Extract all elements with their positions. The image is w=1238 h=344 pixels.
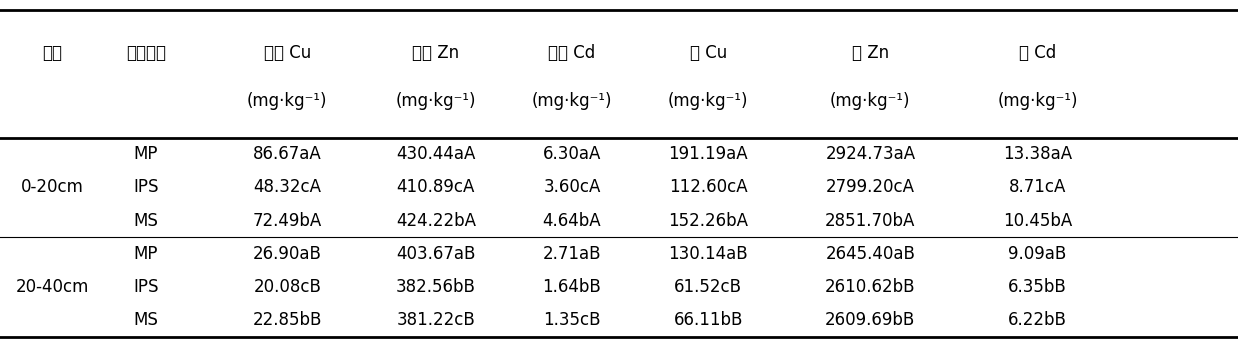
Text: 土层: 土层	[42, 44, 62, 62]
Text: 6.35bB: 6.35bB	[1008, 278, 1067, 296]
Text: 2.71aB: 2.71aB	[542, 245, 602, 263]
Text: 382.56bB: 382.56bB	[396, 278, 475, 296]
Text: 430.44aA: 430.44aA	[396, 145, 475, 163]
Text: (mg·kg⁻¹): (mg·kg⁻¹)	[246, 93, 328, 110]
Text: 403.67aB: 403.67aB	[396, 245, 475, 263]
Text: 1.35cB: 1.35cB	[543, 312, 600, 330]
Text: 全 Cd: 全 Cd	[1019, 44, 1056, 62]
Text: 381.22cB: 381.22cB	[396, 312, 475, 330]
Text: 112.60cA: 112.60cA	[669, 179, 748, 196]
Text: 2645.40aB: 2645.40aB	[826, 245, 915, 263]
Text: MP: MP	[134, 145, 158, 163]
Text: 152.26bA: 152.26bA	[669, 212, 748, 230]
Text: 2799.20cA: 2799.20cA	[826, 179, 915, 196]
Text: 10.45bA: 10.45bA	[1003, 212, 1072, 230]
Text: 有效 Cd: 有效 Cd	[548, 44, 595, 62]
Text: 0-20cm: 0-20cm	[21, 179, 83, 196]
Text: 72.49bA: 72.49bA	[253, 212, 322, 230]
Text: 22.85bB: 22.85bB	[253, 312, 322, 330]
Text: 9.09aB: 9.09aB	[1008, 245, 1067, 263]
Text: IPS: IPS	[134, 278, 158, 296]
Text: 2610.62bB: 2610.62bB	[825, 278, 916, 296]
Text: 20.08cB: 20.08cB	[254, 278, 321, 296]
Text: 8.71cA: 8.71cA	[1009, 179, 1066, 196]
Text: (mg·kg⁻¹): (mg·kg⁻¹)	[667, 93, 749, 110]
Text: 有效 Zn: 有效 Zn	[412, 44, 459, 62]
Text: MS: MS	[134, 212, 158, 230]
Text: (mg·kg⁻¹): (mg·kg⁻¹)	[531, 93, 613, 110]
Text: 13.38aA: 13.38aA	[1003, 145, 1072, 163]
Text: 2609.69bB: 2609.69bB	[826, 312, 915, 330]
Text: IPS: IPS	[134, 179, 158, 196]
Text: 2924.73aA: 2924.73aA	[826, 145, 915, 163]
Text: 6.30aA: 6.30aA	[542, 145, 602, 163]
Text: 2851.70bA: 2851.70bA	[825, 212, 916, 230]
Text: 全 Cu: 全 Cu	[690, 44, 727, 62]
Text: 有效 Cu: 有效 Cu	[264, 44, 311, 62]
Text: 130.14aB: 130.14aB	[669, 245, 748, 263]
Text: 424.22bA: 424.22bA	[396, 212, 475, 230]
Text: 栽培系统: 栽培系统	[126, 44, 166, 62]
Text: 191.19aA: 191.19aA	[669, 145, 748, 163]
Text: 61.52cB: 61.52cB	[675, 278, 742, 296]
Text: 6.22bB: 6.22bB	[1008, 312, 1067, 330]
Text: (mg·kg⁻¹): (mg·kg⁻¹)	[395, 93, 477, 110]
Text: (mg·kg⁻¹): (mg·kg⁻¹)	[829, 93, 911, 110]
Text: MS: MS	[134, 312, 158, 330]
Text: 4.64bA: 4.64bA	[542, 212, 602, 230]
Text: 全 Zn: 全 Zn	[852, 44, 889, 62]
Text: (mg·kg⁻¹): (mg·kg⁻¹)	[997, 93, 1078, 110]
Text: 1.64bB: 1.64bB	[542, 278, 602, 296]
Text: 26.90aB: 26.90aB	[253, 245, 322, 263]
Text: 48.32cA: 48.32cA	[254, 179, 321, 196]
Text: 410.89cA: 410.89cA	[396, 179, 475, 196]
Text: 66.11bB: 66.11bB	[673, 312, 743, 330]
Text: MP: MP	[134, 245, 158, 263]
Text: 86.67aA: 86.67aA	[253, 145, 322, 163]
Text: 20-40cm: 20-40cm	[15, 278, 89, 296]
Text: 3.60cA: 3.60cA	[543, 179, 600, 196]
